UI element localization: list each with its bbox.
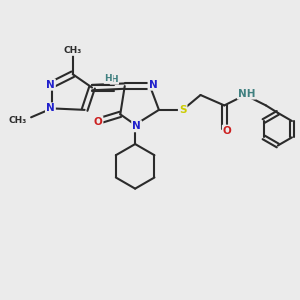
- Text: H: H: [105, 74, 112, 83]
- Text: N: N: [148, 80, 157, 90]
- Text: CH₃: CH₃: [64, 46, 82, 55]
- Text: N: N: [46, 103, 55, 113]
- Text: O: O: [223, 126, 232, 136]
- Text: O: O: [94, 117, 102, 127]
- Text: N: N: [46, 80, 55, 90]
- Text: S: S: [179, 105, 186, 115]
- Text: NH: NH: [238, 88, 255, 98]
- Text: CH₃: CH₃: [8, 116, 27, 125]
- Text: H: H: [110, 75, 118, 84]
- Text: N: N: [132, 121, 141, 131]
